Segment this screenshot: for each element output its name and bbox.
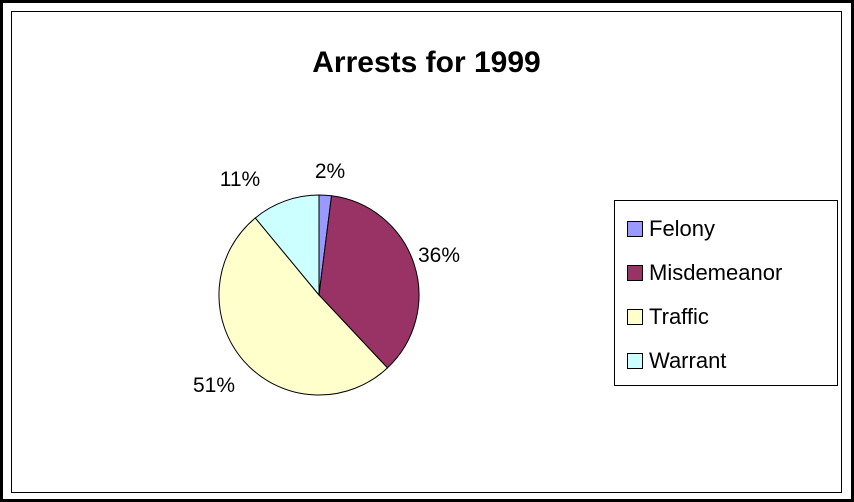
legend: Felony Misdemeanor Traffic Warrant — [614, 200, 838, 386]
legend-swatch-felony — [627, 221, 643, 237]
legend-label-felony: Felony — [649, 216, 715, 242]
legend-swatch-warrant — [627, 353, 643, 369]
data-label-misdemeanor: 36% — [418, 244, 460, 267]
legend-item-felony: Felony — [627, 215, 715, 243]
data-label-felony: 2% — [315, 160, 345, 183]
legend-item-warrant: Warrant — [627, 347, 726, 375]
legend-swatch-traffic — [627, 309, 643, 325]
legend-item-misdemeanor: Misdemeanor — [627, 259, 782, 287]
legend-label-misdemeanor: Misdemeanor — [649, 260, 782, 286]
legend-swatch-misdemeanor — [627, 265, 643, 281]
legend-item-traffic: Traffic — [627, 303, 709, 331]
data-label-traffic: 51% — [193, 374, 235, 397]
data-label-warrant: 11% — [220, 168, 260, 191]
legend-label-traffic: Traffic — [649, 304, 709, 330]
legend-label-warrant: Warrant — [649, 348, 726, 374]
